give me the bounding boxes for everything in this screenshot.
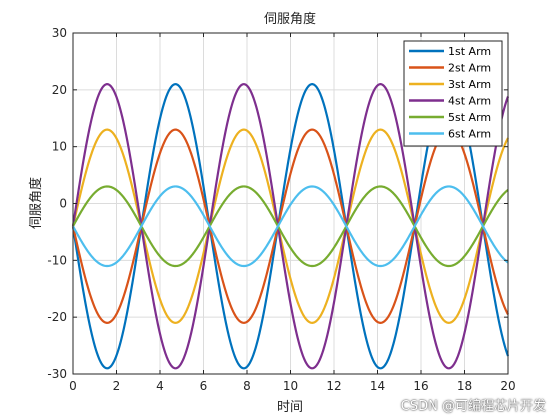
series-line-4 [71,83,510,370]
y-tick-label: -10 [47,253,67,267]
y-axis-title: 伺服角度 [28,177,44,229]
x-tick-label: 10 [283,379,298,393]
series-line-3 [71,128,509,324]
x-tick-label: 2 [113,379,121,393]
series-line-2 [71,128,509,324]
x-tick-label: 16 [413,379,428,393]
legend-box [403,40,503,147]
x-tick-label: 6 [200,379,208,393]
watermark: CSDN @可编程芯片开发 [400,399,546,414]
legend-label: 5st Arm [448,111,491,124]
y-tick-label: 20 [52,83,67,97]
x-tick-label: 20 [500,379,515,393]
ticks: 0 2 4 6 8 10 12 14 16 18 20 -30 -20 -10 0 10 20 30 [47,26,515,393]
x-tick-label: 4 [156,379,164,393]
legend-label: 2st Arm [448,62,491,75]
x-tick-label: 18 [457,379,472,393]
legend: 1st Arm 2st Arm 3st Arm 4st Arm 5st Arm 6st A… [403,40,503,147]
legend-label: 4st Arm [448,95,491,108]
y-tick-label: -20 [47,310,67,324]
series-line-5 [72,185,509,268]
legend-label: 6st Arm [448,128,491,141]
x-tick-label: 8 [243,379,251,393]
chart-title: 伺服角度 [264,11,316,27]
legend-label: 1st Arm [448,45,491,58]
y-tick-label: 30 [52,26,67,40]
x-tick-label: 0 [69,379,77,393]
x-axis-title: 时间 [277,400,303,415]
series-line-6 [72,185,509,268]
y-tick-label: 0 [59,197,67,211]
x-tick-label: 14 [370,379,385,393]
y-tick-label: 10 [52,140,67,154]
y-tick-label: -30 [47,367,67,381]
x-tick-label: 12 [326,379,341,393]
legend-label: 3st Arm [448,78,491,91]
